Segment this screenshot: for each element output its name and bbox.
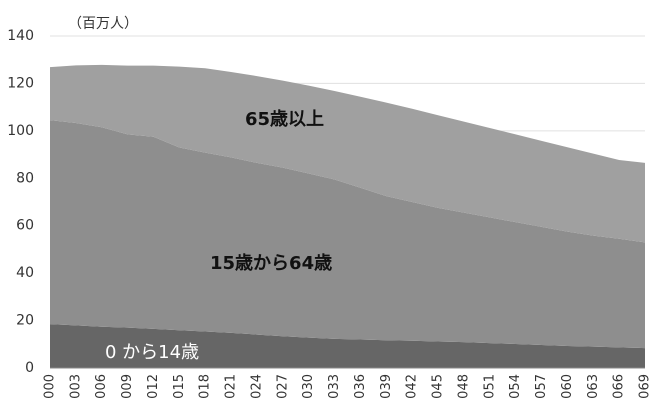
x-tick-label: 2051	[482, 374, 497, 400]
series-label: 65歳以上	[245, 109, 324, 130]
y-tick-label: 100	[7, 123, 34, 139]
x-tick-label: 2009	[120, 374, 135, 400]
x-tick-label: 2006	[94, 374, 109, 400]
x-tick-label: 2018	[198, 374, 213, 400]
y-tick-label: 0	[25, 360, 34, 376]
x-tick-label: 2024	[249, 374, 264, 400]
series-label: 15歳から64歳	[210, 253, 332, 274]
x-tick-label: 2048	[456, 374, 471, 400]
x-tick-label: 2042	[405, 374, 420, 400]
x-tick-label: 2057	[534, 374, 549, 400]
x-tick-label: 2039	[379, 374, 394, 400]
x-tick-label: 2015	[172, 374, 187, 400]
y-tick-label: 120	[7, 75, 34, 91]
y-tick-label: 60	[16, 218, 34, 234]
area	[50, 324, 645, 368]
unit-label: （百万人）	[68, 16, 138, 32]
area	[50, 120, 645, 349]
series-label: 0 から14歳	[105, 342, 199, 363]
y-tick-label: 80	[16, 170, 34, 186]
x-tick-label: 2012	[146, 374, 161, 400]
x-tick-label: 2027	[275, 374, 290, 400]
y-tick-label: 40	[16, 265, 34, 281]
x-tick-label: 2030	[301, 374, 316, 400]
x-tick-label: 2066	[612, 374, 627, 400]
x-tick-label: 2069	[638, 374, 650, 400]
y-tick-label: 140	[7, 28, 34, 44]
area	[50, 64, 645, 243]
x-tick-label: 2060	[560, 374, 575, 400]
x-tick-label: 2036	[353, 374, 368, 400]
x-tick-label: 2000	[43, 374, 58, 400]
x-tick-label: 2063	[586, 374, 601, 400]
x-tick-label: 2045	[431, 374, 446, 400]
x-tick-label: 2033	[327, 374, 342, 400]
x-tick-label: 2003	[68, 374, 83, 400]
x-tick-label: 2054	[508, 374, 523, 400]
x-tick-label: 2021	[224, 374, 239, 400]
y-tick-label: 20	[16, 313, 34, 329]
